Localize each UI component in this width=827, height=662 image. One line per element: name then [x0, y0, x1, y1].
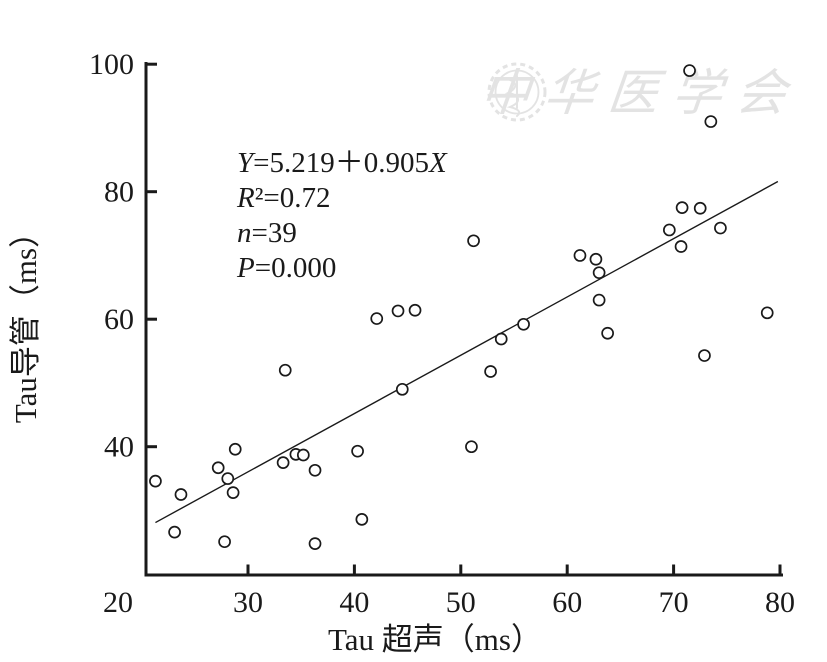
data-series: [149, 64, 779, 550]
data-point: [218, 535, 231, 549]
data-point: [221, 472, 235, 485]
x-tick-label: 70: [659, 586, 689, 619]
data-point: [465, 440, 478, 454]
data-point: [674, 240, 688, 253]
x-tick-label: 60: [552, 586, 582, 619]
data-point: [693, 201, 707, 215]
data-point: [276, 456, 290, 469]
data-point: [760, 306, 774, 320]
data-point: [589, 252, 603, 266]
data-point: [698, 349, 711, 362]
data-point: [704, 115, 718, 128]
data-point: [517, 317, 530, 331]
y-tick-label: 100: [89, 48, 134, 81]
data-point: [601, 326, 614, 340]
watermark-text: 中华医学会: [477, 65, 803, 121]
x-tick-label: 30: [233, 586, 263, 619]
data-point: [351, 444, 364, 458]
y-tick-label: 80: [104, 176, 134, 209]
data-point: [683, 64, 696, 77]
data-point: [168, 525, 181, 539]
data-point: [662, 223, 676, 237]
data-point: [592, 266, 606, 280]
x-axis-title: Tau 超声（ms）: [328, 622, 542, 657]
data-point: [370, 312, 384, 325]
annotation-text-line: P=0.000: [236, 252, 336, 284]
data-point: [408, 303, 422, 317]
data-point: [355, 513, 369, 526]
data-point: [228, 442, 242, 456]
data-point: [391, 304, 405, 318]
data-point: [226, 486, 240, 499]
annotation-text-line: n=39: [237, 217, 297, 249]
data-point: [484, 365, 497, 378]
data-point: [296, 448, 310, 462]
annotation-text-line: Y=5.219＋0.905X: [237, 147, 448, 179]
data-point: [675, 201, 689, 214]
x-tick-label: 80: [765, 586, 795, 619]
data-point: [592, 293, 606, 307]
data-point: [714, 221, 727, 235]
data-point: [308, 463, 322, 477]
watermark: 中华医学会: [477, 62, 803, 122]
data-point: [149, 474, 162, 488]
x-tick-label: 40: [339, 586, 369, 619]
y-axis-title: Tau导管（ms）: [8, 217, 43, 423]
y-tick-label: 40: [104, 431, 134, 464]
data-point: [573, 249, 587, 262]
data-point: [467, 234, 480, 248]
origin-corner-label: 20: [103, 586, 133, 619]
data-point: [395, 382, 409, 396]
data-point: [308, 537, 322, 550]
axis-ticks: 30 40 50 60 70 80 40 60 80 100 20: [89, 48, 795, 619]
data-point: [174, 488, 188, 501]
annotation-text-line: R²=0.72: [236, 182, 331, 214]
axes: [144, 62, 783, 577]
regression-line: [155, 180, 779, 524]
data-point: [494, 332, 508, 346]
data-point: [278, 363, 292, 377]
x-tick-label: 50: [446, 586, 476, 619]
y-tick-label: 60: [104, 303, 134, 336]
medical-association-emblem-icon: [487, 62, 547, 122]
data-point: [211, 461, 225, 475]
